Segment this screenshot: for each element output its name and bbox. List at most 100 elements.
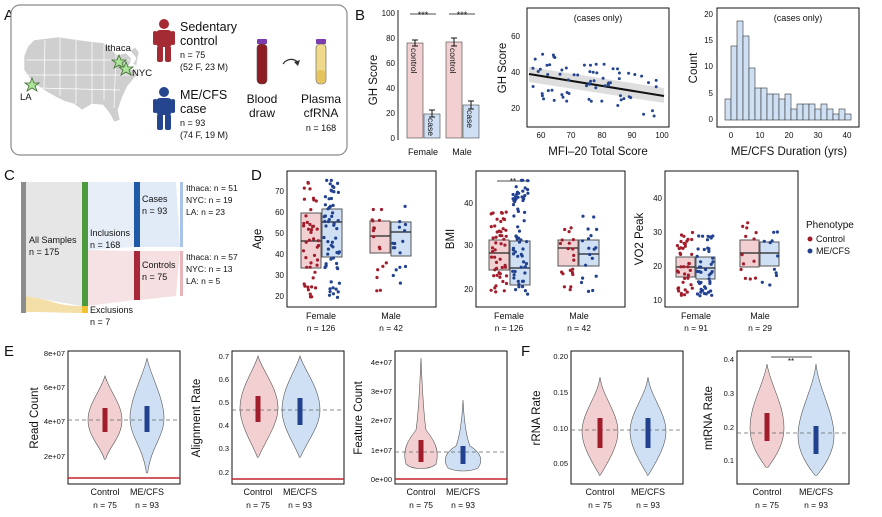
data-point (314, 286, 318, 290)
data-point (517, 229, 522, 233)
data-point (617, 77, 621, 81)
data-point (495, 273, 499, 277)
align-n-control: n = 75 (246, 500, 270, 510)
bmi-sig: ** (510, 177, 516, 186)
mtrna-ytick: 0.1 (724, 456, 734, 465)
feature-group-control: Control (406, 487, 435, 497)
data-point (403, 204, 407, 208)
data-point (331, 256, 335, 260)
data-point (305, 220, 309, 224)
data-point (592, 247, 596, 251)
data-point (594, 86, 598, 90)
data-point (681, 280, 685, 284)
data-point (562, 285, 567, 289)
data-point (308, 265, 312, 269)
hist-bar (766, 93, 774, 121)
data-point (323, 195, 327, 199)
gh-vs-mfi-scatter: (cases only) GH Score 20 40 60 60 70 80 … (497, 7, 670, 158)
data-point (589, 63, 592, 67)
feature-ytick: 3e+07 (371, 387, 392, 396)
data-point (398, 251, 402, 255)
data-point (568, 288, 572, 292)
feature-group-mecfs: ME/CFS (446, 487, 480, 497)
data-point (523, 289, 528, 293)
data-point (526, 191, 530, 195)
data-point (311, 276, 315, 280)
data-point (512, 276, 516, 280)
data-point (772, 267, 777, 271)
data-point (708, 280, 712, 284)
data-point (558, 72, 562, 76)
data-point (309, 228, 314, 232)
mtrna-rate-violin: mtRNA Rate 0.1 0.2 0.3 0.4 ** Control ME… (703, 350, 850, 510)
data-point (538, 67, 542, 71)
data-point (690, 286, 694, 290)
data-point (704, 286, 708, 290)
data-point (312, 253, 317, 257)
data-point (602, 62, 606, 66)
case-n: n = 93 (180, 118, 205, 128)
age-group-male: Male (381, 311, 401, 321)
data-point (760, 280, 764, 284)
data-point (335, 250, 339, 255)
data-point (589, 234, 593, 238)
data-point (565, 99, 569, 103)
label-exclusions: Exclusions (90, 305, 134, 315)
hist-ytick: 0 (709, 115, 714, 124)
flow-all-inclusions (24, 182, 82, 306)
data-point (493, 255, 497, 259)
data-point (589, 99, 593, 103)
mtrna-violin-case (797, 363, 835, 476)
data-point (301, 249, 306, 253)
case-detail: (74 F, 19 M) (180, 130, 228, 140)
data-point (500, 265, 504, 270)
data-point (526, 292, 530, 296)
data-point (513, 200, 517, 204)
data-point (594, 62, 598, 66)
data-point (627, 95, 631, 99)
data-point (564, 66, 568, 70)
control-title-line2: control (180, 34, 218, 48)
age-n-female: n = 126 (307, 323, 336, 333)
data-point (568, 268, 572, 272)
data-point (517, 191, 521, 195)
data-point (331, 292, 335, 296)
data-point (696, 247, 700, 251)
duration-histogram: (cases only) Count 0 5 10 15 20 0 10 20 … (688, 7, 860, 158)
hist-bar (820, 103, 828, 121)
data-point (652, 114, 656, 118)
data-point (627, 71, 631, 75)
mtrna-n-mecfs: n = 93 (804, 500, 828, 510)
data-point (398, 265, 402, 269)
data-point (512, 214, 516, 218)
data-point (336, 267, 340, 271)
data-point (327, 218, 331, 222)
bar-ytick: 20 (386, 109, 395, 118)
rrna-ytick: 0.05 (553, 459, 568, 468)
data-point (504, 228, 508, 232)
panel-a: A Ithaca NYC LA Sedentary control (4, 4, 348, 156)
plasma-label-line1: Plasma (301, 92, 341, 106)
legend-mecfs-dot (807, 248, 813, 254)
data-point (324, 224, 328, 228)
data-point (592, 215, 596, 219)
vo2-ytick: 20 (653, 262, 662, 271)
flow-controls-sites (140, 251, 180, 300)
data-point (314, 199, 318, 203)
scatter-title: (cases only) (574, 13, 623, 23)
bar-inner-label: case (465, 110, 475, 128)
data-point (516, 279, 520, 283)
data-point (329, 280, 333, 284)
panel-c-letter: C (4, 167, 15, 184)
mecfs-case-person-icon (153, 87, 175, 130)
processing-arrow-icon (282, 58, 300, 66)
data-point (701, 234, 705, 238)
data-point (705, 238, 710, 242)
read-n-control: n = 75 (93, 500, 117, 510)
data-point (560, 93, 564, 97)
legend-title: Phenotype (806, 220, 854, 231)
data-point (330, 214, 334, 218)
data-point (572, 73, 576, 77)
data-point (331, 211, 335, 215)
data-point (304, 214, 308, 218)
